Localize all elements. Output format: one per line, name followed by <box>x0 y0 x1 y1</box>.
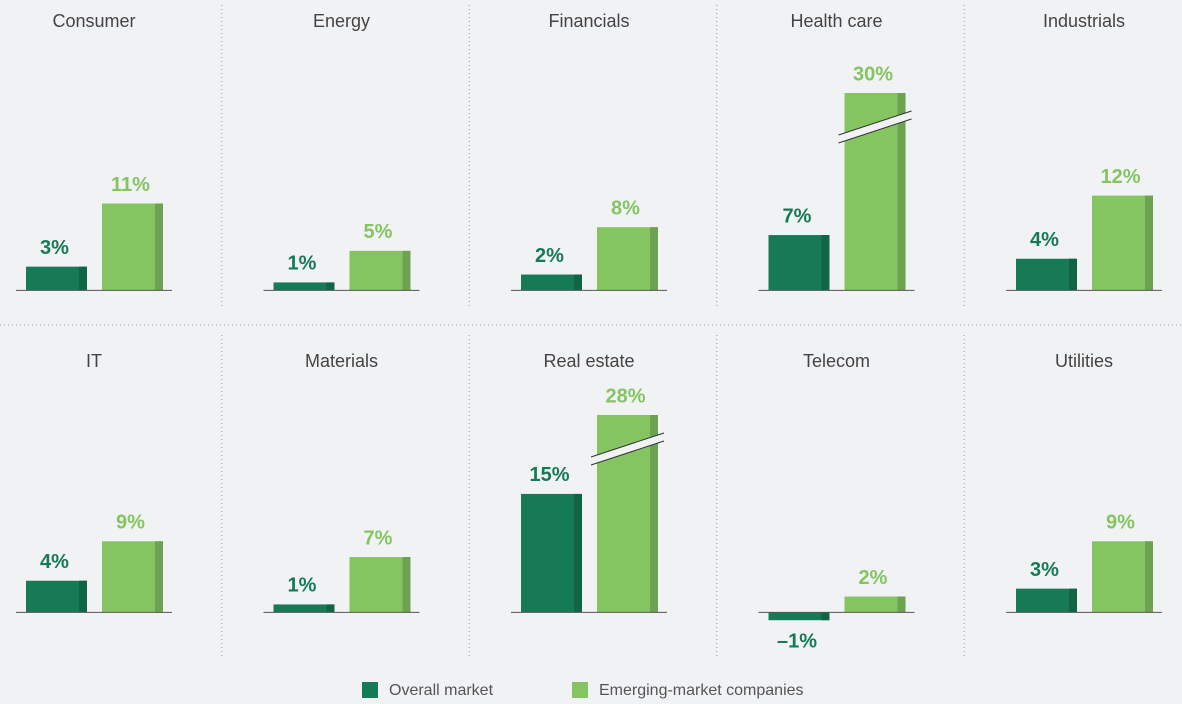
value-label: 7% <box>364 527 393 549</box>
value-label: 11% <box>111 174 150 196</box>
axis-break <box>591 433 664 465</box>
axis-break-line <box>590 440 665 466</box>
panel-title: IT <box>86 351 102 371</box>
bar <box>102 541 163 613</box>
panel-title: Industrials <box>1043 11 1125 31</box>
axis-break <box>838 111 912 143</box>
bar <box>26 266 87 291</box>
axis-break-line <box>838 118 912 144</box>
panel-title: Consumer <box>52 11 135 31</box>
bar <box>597 227 658 291</box>
value-label: 1% <box>288 253 317 275</box>
value-label: 30% <box>853 63 893 85</box>
value-label: 5% <box>364 221 393 243</box>
value-label: 15% <box>529 464 569 486</box>
bar <box>768 235 830 291</box>
legend-swatch <box>362 682 378 698</box>
panel-title: Financials <box>548 11 629 31</box>
value-label: 1% <box>288 575 317 597</box>
bar <box>26 580 87 613</box>
bar <box>1016 258 1077 291</box>
value-label: 3% <box>1030 559 1059 581</box>
bar <box>102 203 163 291</box>
axis-break-line <box>838 110 912 136</box>
bar <box>521 493 582 613</box>
bar <box>273 282 335 291</box>
value-label: 3% <box>40 237 69 259</box>
bar <box>1016 588 1077 613</box>
bar <box>349 250 411 291</box>
panel-title: Telecom <box>803 351 870 371</box>
value-label: 9% <box>116 512 145 534</box>
value-label: 9% <box>1106 512 1135 534</box>
bar <box>1092 541 1153 613</box>
value-label: 4% <box>40 551 69 573</box>
bar <box>1092 195 1153 291</box>
legend-label: Emerging-market companies <box>599 682 804 699</box>
value-label: 2% <box>535 245 564 267</box>
legend-swatch <box>572 682 588 698</box>
value-label: –1% <box>777 630 817 652</box>
panel-title: Energy <box>313 11 370 31</box>
bar <box>521 274 582 291</box>
panel-title: Materials <box>305 351 378 371</box>
value-label: 12% <box>1100 166 1140 188</box>
panel-title: Utilities <box>1055 351 1113 371</box>
value-label: 7% <box>783 205 812 227</box>
panel-title: Health care <box>790 11 882 31</box>
bar <box>273 604 335 613</box>
axis-break-line <box>590 432 665 458</box>
value-label: 8% <box>611 197 640 219</box>
bar <box>844 596 906 613</box>
value-label: 28% <box>605 385 645 407</box>
panel-title: Real estate <box>543 351 634 371</box>
bar <box>349 557 411 613</box>
value-label: 4% <box>1030 229 1059 251</box>
legend-label: Overall market <box>389 682 494 699</box>
value-label: 2% <box>859 567 888 589</box>
bar <box>768 612 830 621</box>
